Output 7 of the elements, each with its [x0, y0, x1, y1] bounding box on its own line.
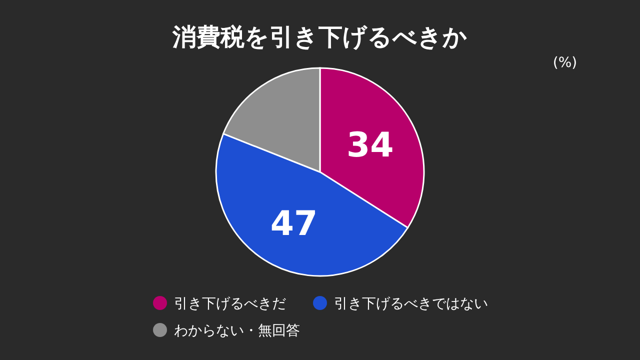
chart-title: 消費税を引き下げるべきか [172, 23, 468, 51]
legend-label: 引き下げるべきだ [174, 296, 286, 312]
text: (%) [552, 55, 578, 71]
data-label: 47 [270, 204, 318, 244]
data-label: 34 [346, 125, 394, 166]
legend-label: 引き下げるべきではない [334, 296, 488, 312]
legend-label: わからない・無回答 [174, 323, 300, 339]
